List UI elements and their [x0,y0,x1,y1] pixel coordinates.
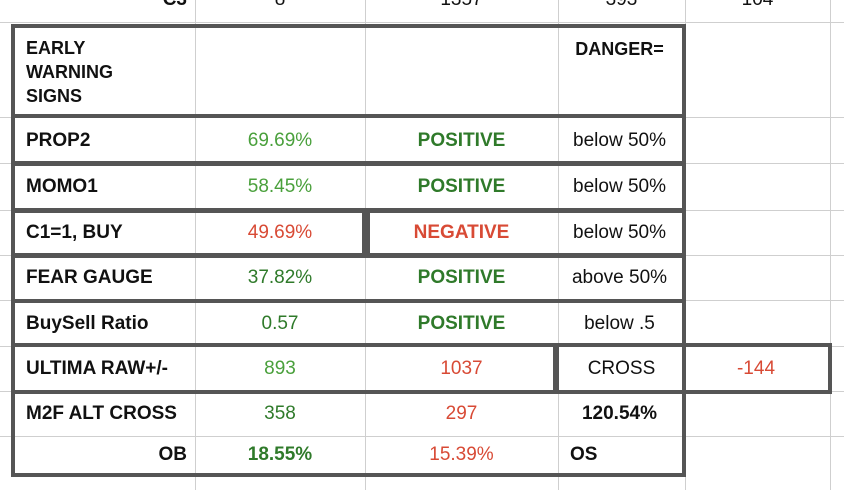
top-row-label: C3 [0,0,195,12]
row-threshold-buysell-ratio: below .5 [584,312,655,334]
row-status-prop2: POSITIVE [417,129,506,151]
ob-label: OB [158,444,188,465]
top-row-value-1: 8 [195,0,365,12]
ob-value: 18.55% [247,444,313,465]
early-warning-title: EARLY WARNING SIGNS [14,36,194,111]
row-label-buysell-ratio: BuySell Ratio [26,312,149,334]
ultima-label: ULTIMA RAW+/- [26,358,168,379]
row-label-momo1: MOMO1 [26,176,98,197]
row-threshold-c1-buy: below 50% [573,222,666,243]
row-status-c1-buy: NEGATIVE [413,222,510,243]
danger-label: DANGER= [575,38,664,59]
m2f-ratio: 120.54% [581,403,657,424]
m2f-value-b: 297 [445,403,478,424]
row-status-fear-gauge: POSITIVE [417,267,506,288]
row-label-prop2: PROP2 [26,129,91,151]
top-row-value-2: 1357 [365,0,558,12]
row-value-prop2: 69.69% [247,129,313,151]
m2f-value-a: 358 [264,403,296,424]
title-line-3: SIGNS [26,86,83,106]
row-status-buysell-ratio: POSITIVE [417,312,506,334]
ultima-plus: 893 [264,358,296,379]
m2f-label: M2F ALT CROSS [26,403,177,424]
ultima-cross-label: CROSS [587,358,656,379]
row-label-fear-gauge: FEAR GAUGE [26,267,153,288]
row-threshold-fear-gauge: above 50% [571,267,668,288]
title-line-2: WARNING [26,62,113,82]
row-status-momo1: POSITIVE [417,176,506,197]
title-line-1: EARLY [26,38,86,58]
os-value: 15.39% [429,444,494,465]
ultima-cross-value: -144 [736,358,776,379]
top-row-value-3: 393 [558,0,685,12]
row-value-momo1: 58.45% [247,176,313,197]
row-value-buysell-ratio: 0.57 [261,312,299,334]
row-label-c1-buy: C1=1, BUY [26,222,123,243]
os-label: OS [570,444,598,465]
row-value-fear-gauge: 37.82% [247,267,313,288]
row-value-c1-buy: 49.69% [247,222,313,243]
row-threshold-momo1: below 50% [573,176,666,197]
top-row-value-4: 104 [685,0,830,12]
row-threshold-prop2: below 50% [573,129,666,151]
ultima-minus: 1037 [440,358,483,379]
